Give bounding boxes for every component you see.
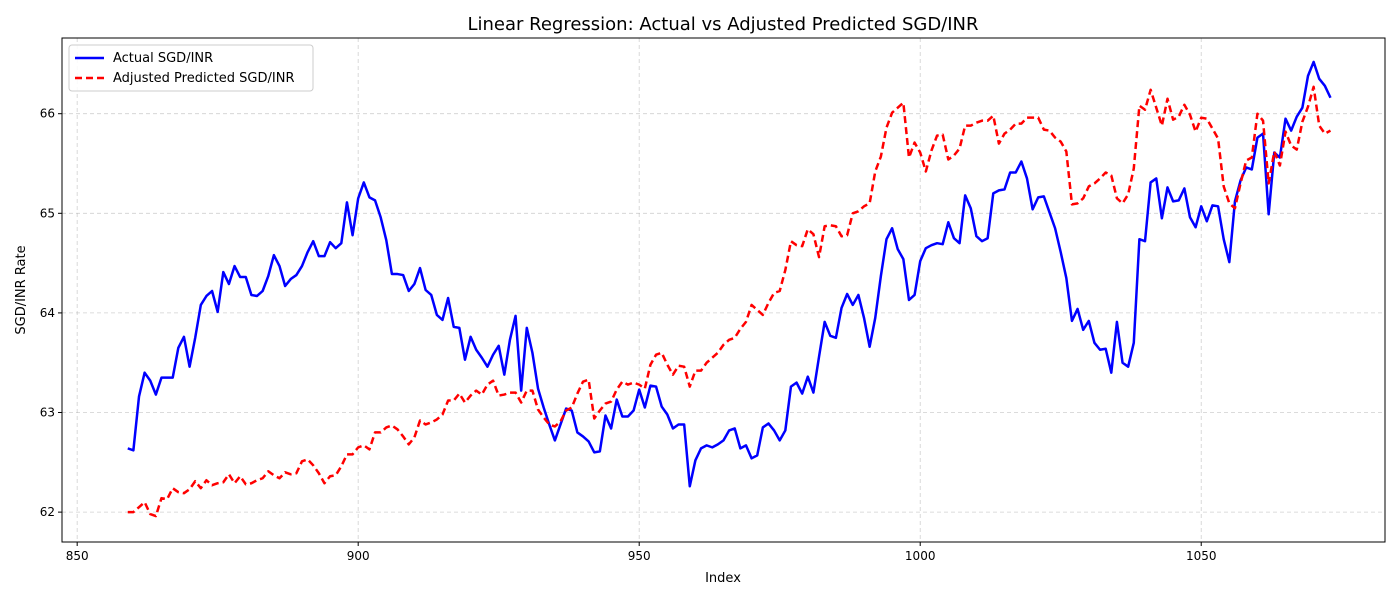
series-layer [127,60,1332,518]
grid-lines [62,38,1385,542]
legend: Actual SGD/INR Adjusted Predicted SGD/IN… [68,44,314,92]
y-tick-label: 64 [40,306,55,320]
x-tick-label: 1000 [905,549,936,563]
y-axis-label: SGD/INR Rate [14,245,29,334]
legend-box [68,44,314,92]
series-line-actual [127,60,1332,488]
y-axis-ticks: 62 63 64 65 66 [40,107,62,519]
x-tick-label: 850 [66,549,89,563]
y-tick-label: 62 [40,505,55,519]
x-tick-label: 950 [628,549,651,563]
x-tick-label: 1050 [1186,549,1217,563]
y-tick-label: 65 [40,206,55,220]
x-tick-label: 900 [347,549,370,563]
legend-label-actual: Actual SGD/INR [113,51,213,66]
x-axis-label: Index [705,571,741,586]
y-tick-label: 66 [40,107,55,121]
chart-title: Linear Regression: Actual vs Adjusted Pr… [467,14,978,35]
legend-label-predicted: Adjusted Predicted SGD/INR [113,71,295,86]
plot-area-frame [61,37,1386,543]
y-tick-label: 63 [40,406,55,420]
x-axis-ticks: 850 900 950 1000 1050 [66,542,1217,563]
series-line-predicted [127,85,1332,518]
